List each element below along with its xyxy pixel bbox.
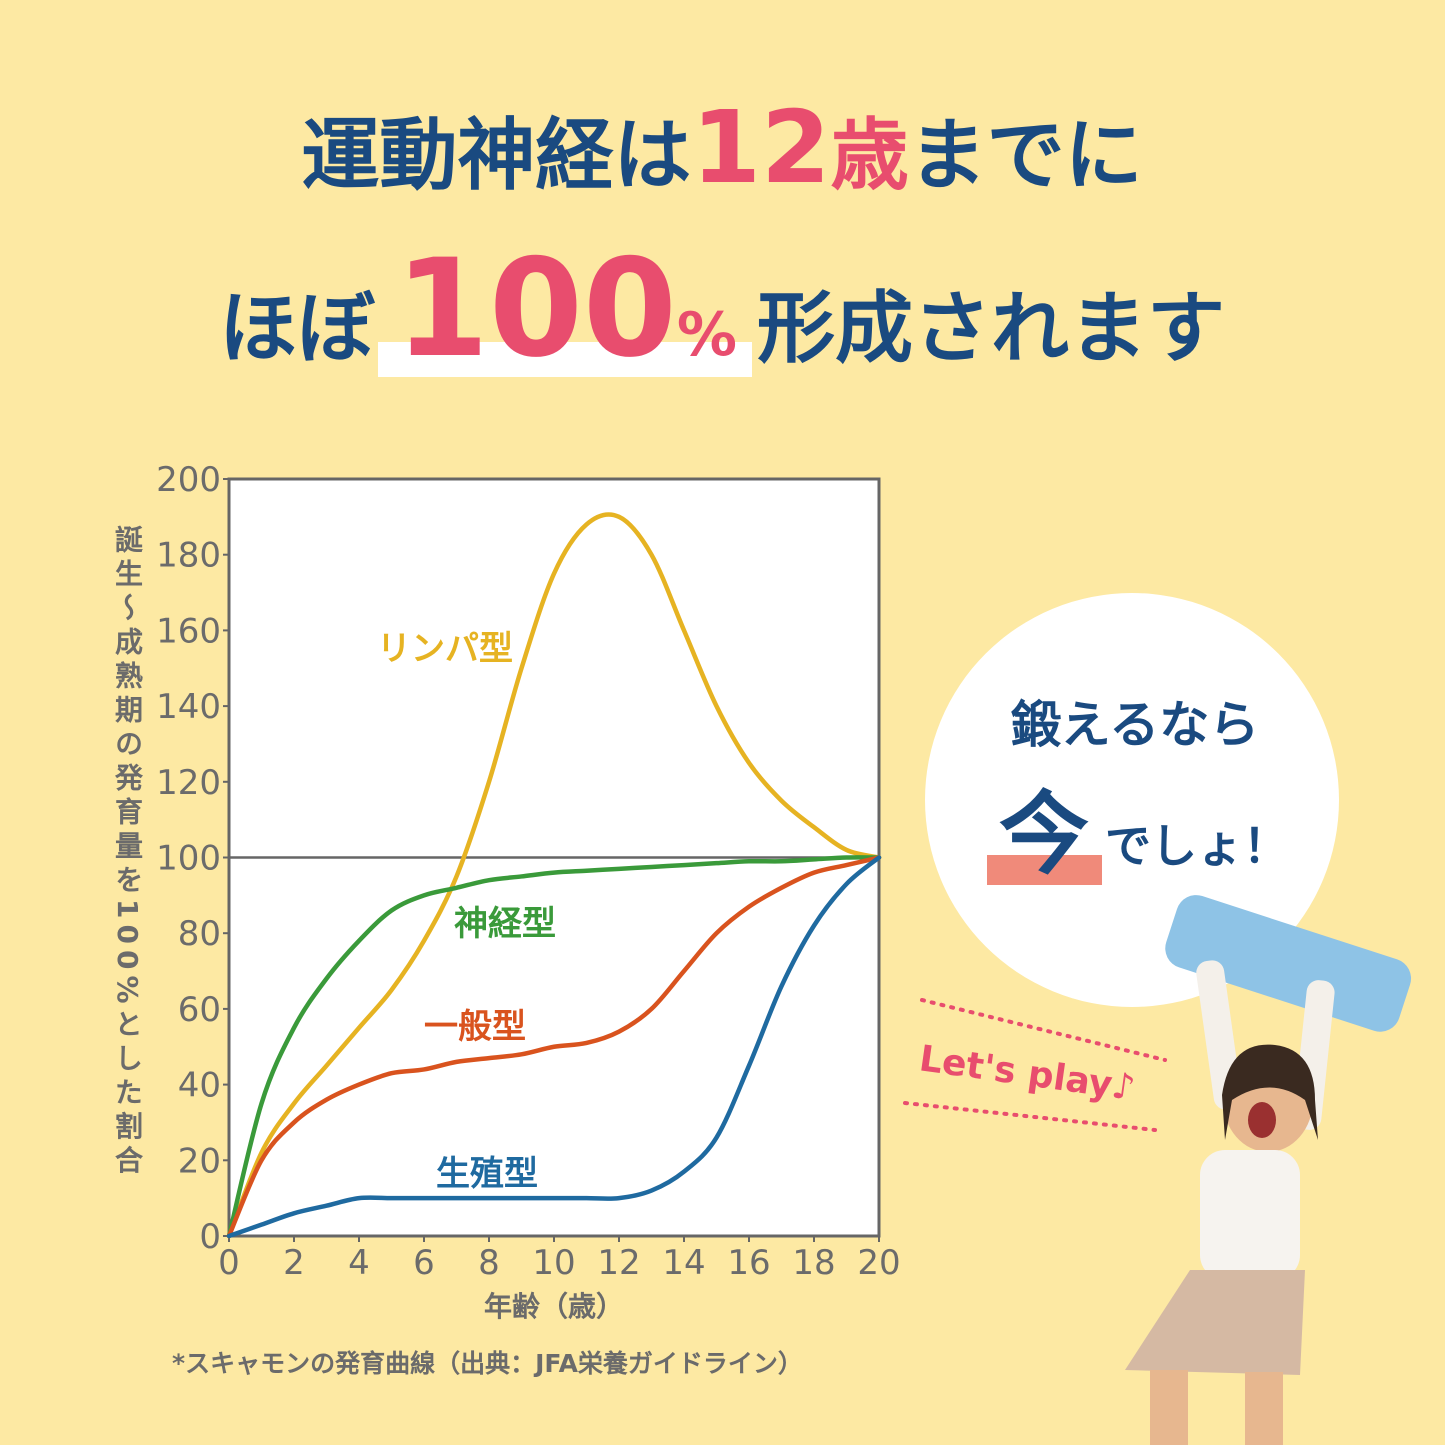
y-tick-label: 160	[156, 611, 221, 651]
badge-text: 鍛えるなら	[1011, 696, 1260, 754]
y-tick-label: 120	[156, 763, 221, 803]
hair	[1222, 1044, 1318, 1140]
badge-now: 今	[999, 782, 1089, 887]
y-tick-label: 140	[156, 687, 221, 727]
x-tick-label: 4	[348, 1243, 370, 1283]
y-tick-label: 0	[199, 1217, 221, 1257]
headline-number: 100	[395, 230, 677, 387]
y-tick-label: 200	[156, 460, 221, 500]
mouth	[1248, 1102, 1276, 1138]
x-tick-label: 20	[857, 1243, 900, 1283]
x-tick-label: 8	[478, 1243, 500, 1283]
headline-text: 形成されます	[757, 284, 1225, 374]
headline-text: 運動神経は	[301, 111, 691, 201]
headline-unit: 歳	[831, 111, 909, 201]
series-label: 一般型	[424, 1007, 526, 1047]
plot	[223, 478, 882, 1242]
x-tick-label: 18	[792, 1243, 835, 1283]
series-label: 神経型	[454, 904, 556, 944]
dotted-line	[920, 998, 1167, 1062]
child-photo	[1125, 895, 1412, 1445]
shirt	[1200, 1150, 1300, 1280]
source-note: *スキャモンの発育曲線（出典：JFA栄養ガイドライン）	[172, 1349, 803, 1378]
x-tick-label: 6	[413, 1243, 435, 1283]
y-tick-label: 100	[156, 839, 221, 879]
dotted-line	[903, 1101, 1157, 1132]
headline-unit: %	[677, 300, 737, 370]
y-axis-label: 誕生～成熟期の発育量を100%とした割合	[111, 525, 144, 1180]
mat	[1165, 895, 1412, 1032]
x-tick-label: 10	[532, 1243, 575, 1283]
series-line	[226, 512, 882, 1239]
y-tick-label: 60	[178, 990, 221, 1030]
highlight	[378, 342, 752, 377]
headline-text: までに	[909, 111, 1143, 201]
headline-number: 12	[691, 89, 830, 206]
badge-text: でしょ！	[1105, 819, 1289, 873]
y-tick-label: 180	[156, 536, 221, 576]
y-tick-label: 80	[178, 914, 221, 954]
series-line	[226, 855, 882, 1239]
series-line	[226, 855, 882, 1239]
series-label: 生殖型	[436, 1154, 538, 1194]
leg	[1150, 1370, 1188, 1445]
series-label: リンパ型	[377, 629, 513, 669]
x-tick-label: 14	[662, 1243, 705, 1283]
leg	[1245, 1372, 1283, 1445]
badge-circle	[925, 593, 1339, 1007]
shorts	[1125, 1270, 1305, 1375]
x-tick-label: 0	[218, 1243, 240, 1283]
x-axis-label: 年齢（歳）	[484, 1290, 624, 1323]
y-tick-label: 20	[178, 1141, 221, 1181]
series-line	[226, 855, 882, 1239]
badge-highlight	[987, 855, 1102, 885]
headline-line1: 運動神経は12歳までに	[301, 89, 1142, 206]
headline-text: ほぼ	[219, 284, 376, 374]
x-tick-label: 16	[727, 1243, 770, 1283]
x-tick-label: 12	[597, 1243, 640, 1283]
x-tick-label: 2	[283, 1243, 305, 1283]
headline-line2: ほぼ 100% 形成されます	[219, 230, 1225, 387]
y-tick-label: 40	[178, 1066, 221, 1106]
